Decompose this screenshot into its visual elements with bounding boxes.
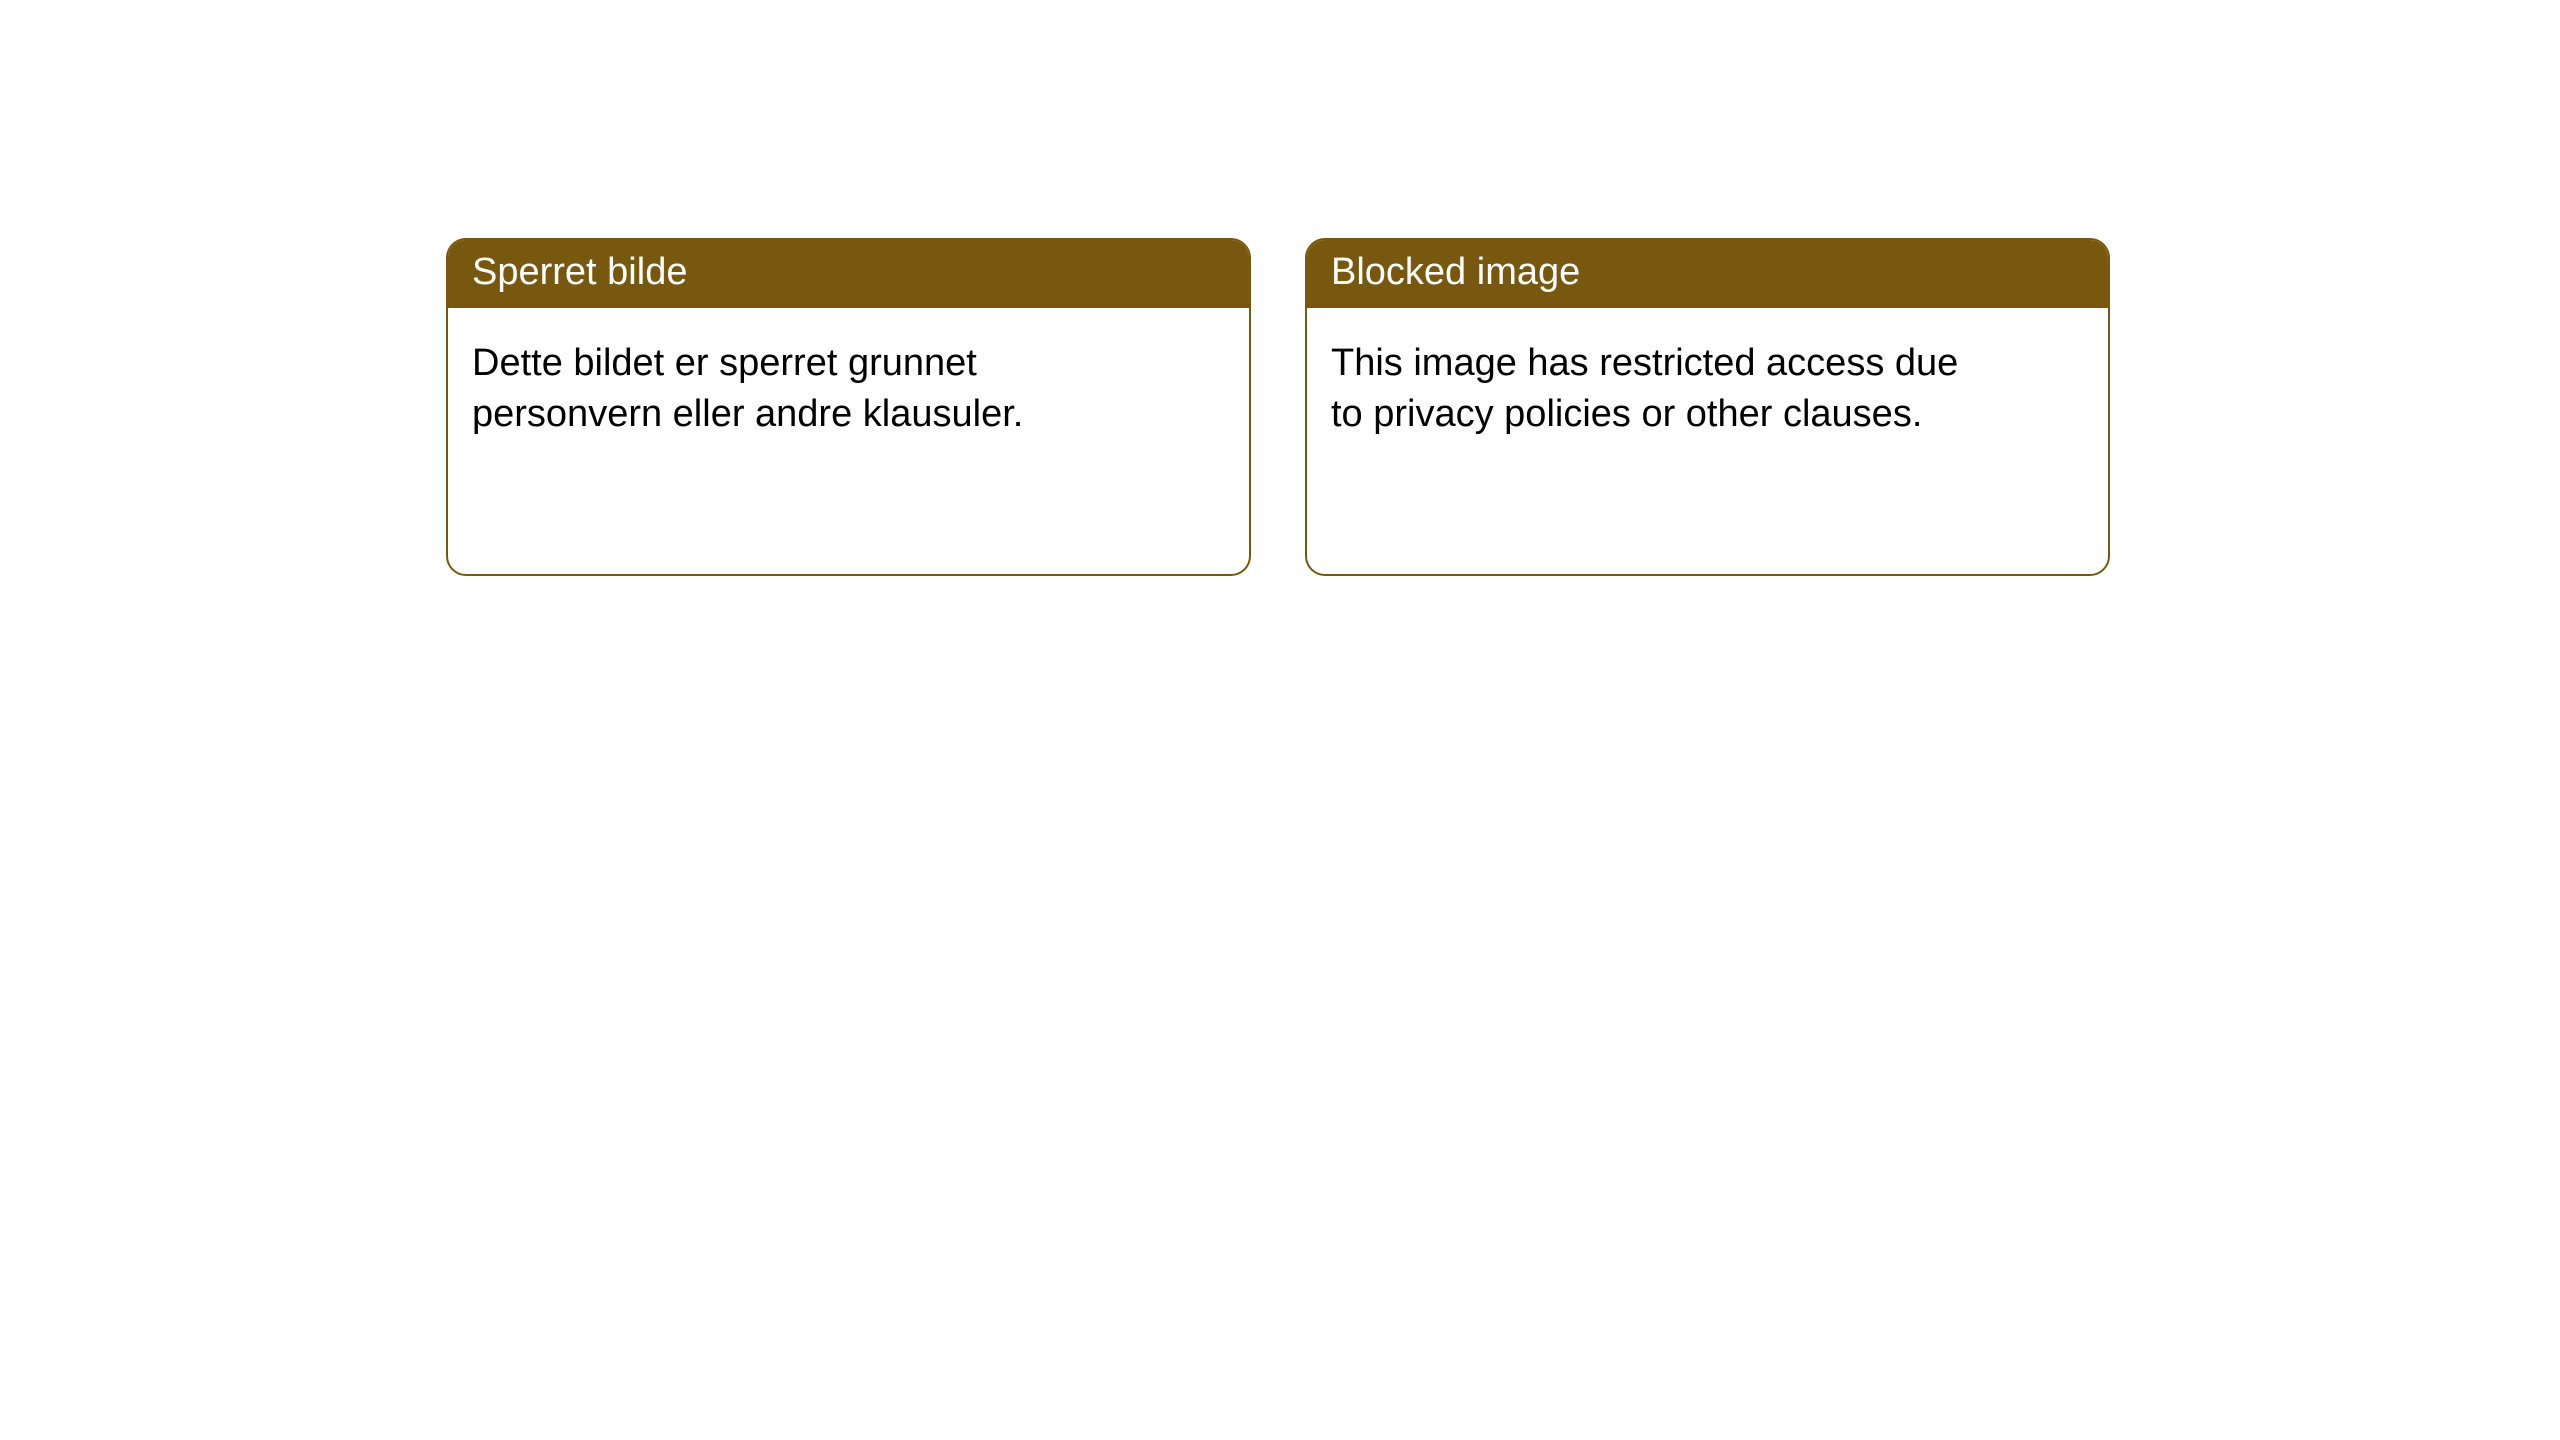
notice-card-english: Blocked image This image has restricted … [1305, 238, 2110, 576]
notice-title: Blocked image [1307, 240, 2108, 308]
notice-body: This image has restricted access due to … [1307, 308, 1987, 465]
notice-card-norwegian: Sperret bilde Dette bildet er sperret gr… [446, 238, 1251, 576]
notice-title: Sperret bilde [448, 240, 1249, 308]
notice-body: Dette bildet er sperret grunnet personve… [448, 308, 1128, 465]
notice-container: Sperret bilde Dette bildet er sperret gr… [0, 0, 2560, 576]
